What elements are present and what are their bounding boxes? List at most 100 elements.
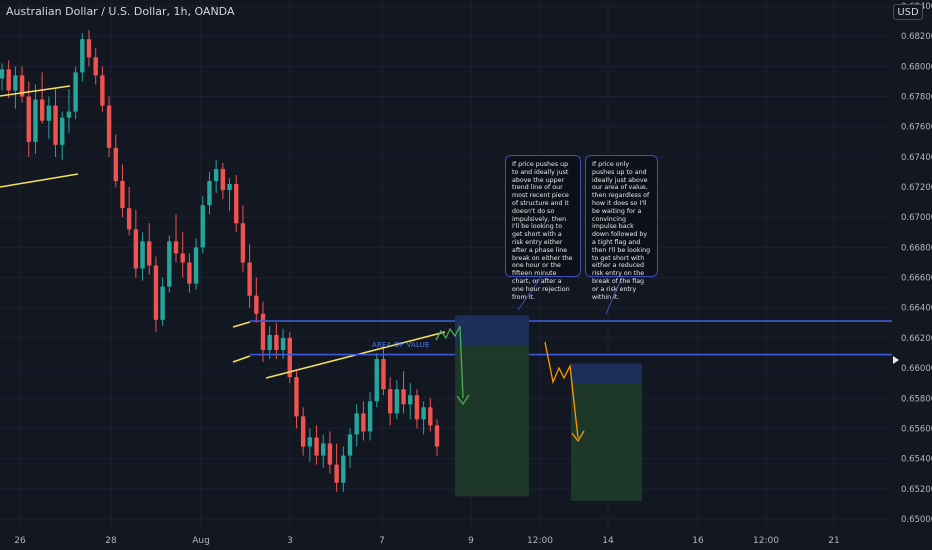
candle-body xyxy=(240,223,246,263)
candle-body xyxy=(100,75,105,106)
candle-body xyxy=(167,241,172,287)
candle-body xyxy=(220,168,226,191)
candle-body xyxy=(106,105,112,148)
x-tick-label: 14 xyxy=(602,536,614,546)
x-tick-label: 28 xyxy=(105,536,117,546)
candle-body xyxy=(260,313,266,350)
projected-path-2 xyxy=(544,341,579,439)
candle-body xyxy=(160,286,165,320)
candle-body xyxy=(187,262,192,284)
x-tick-label: 12:00 xyxy=(527,536,553,546)
callout-scenario-2: If price only pushes up to and ideally j… xyxy=(585,155,658,301)
candle-body xyxy=(180,253,185,263)
price-marker-icon xyxy=(893,356,899,364)
x-tick-label: 3 xyxy=(287,536,293,546)
candle-body xyxy=(113,147,118,182)
candle-body xyxy=(347,434,353,456)
candle-body xyxy=(408,395,413,405)
candle-body xyxy=(428,407,433,426)
x-tick-label: Aug xyxy=(192,536,210,546)
callout-pointer xyxy=(605,276,623,315)
candle-body xyxy=(53,105,58,145)
trend-line xyxy=(232,355,251,363)
candle-body xyxy=(414,395,420,420)
candle-body xyxy=(133,229,139,269)
candle-body xyxy=(287,337,292,378)
candle-body xyxy=(300,416,306,447)
candle-body xyxy=(120,181,125,209)
candle-body xyxy=(321,443,326,456)
target-zone xyxy=(455,345,529,497)
candle-body xyxy=(80,39,85,73)
trend-line xyxy=(232,321,251,328)
candle-body xyxy=(46,105,52,121)
candle-body xyxy=(60,117,65,145)
x-tick-label: 7 xyxy=(379,536,385,546)
candle-body xyxy=(6,69,11,91)
candle-body xyxy=(147,241,152,266)
candle-body xyxy=(200,205,205,248)
x-tick-label: 16 xyxy=(692,536,704,546)
candle-body xyxy=(267,334,272,350)
y-tick-label: 0.65000 xyxy=(901,515,932,525)
candle-body xyxy=(341,455,346,483)
candle-body xyxy=(140,241,145,269)
candle-body xyxy=(381,359,386,390)
candle-body xyxy=(334,464,339,483)
candle-body xyxy=(66,111,72,118)
trend-line xyxy=(0,173,79,188)
candle-body xyxy=(227,184,232,191)
chart-title: Australian Dollar / U.S. Dollar, 1h, OAN… xyxy=(6,5,235,18)
currency-button[interactable]: USD xyxy=(893,4,923,20)
candle-body xyxy=(0,69,5,79)
candle-body xyxy=(434,425,440,447)
candle-body xyxy=(354,413,359,435)
arrow-down-icon xyxy=(456,394,470,406)
candle-body xyxy=(93,57,98,76)
candle-body xyxy=(126,208,132,230)
candle-body xyxy=(314,437,319,456)
candle-body xyxy=(213,168,219,182)
candle-body xyxy=(294,377,299,417)
candle-body xyxy=(26,96,31,142)
candle-body xyxy=(280,337,286,350)
x-tick-label: 12:00 xyxy=(753,536,779,546)
x-tick-label: 9 xyxy=(468,536,474,546)
stop-loss-zone xyxy=(571,363,642,384)
candle-body xyxy=(361,413,366,432)
candle-body xyxy=(13,75,18,91)
candle-body xyxy=(86,39,92,58)
callout-pointer xyxy=(517,276,542,311)
candle-body xyxy=(153,265,159,320)
candle-body xyxy=(387,389,393,414)
callout-scenario-1: If price pushes up to and ideally just a… xyxy=(505,155,581,301)
area-of-value-label: AREA OF VALUE xyxy=(372,341,430,349)
candle-body xyxy=(247,262,252,296)
candle-body xyxy=(274,334,279,350)
candle-body xyxy=(33,99,38,142)
candle-body xyxy=(394,389,400,414)
x-tick-label: 26 xyxy=(14,536,26,546)
candle-body xyxy=(39,99,45,121)
candle-body xyxy=(173,241,179,254)
trend-line xyxy=(0,85,71,97)
candle-body xyxy=(367,401,373,432)
candle-body xyxy=(327,443,333,465)
candle-body xyxy=(207,181,212,206)
candle-body xyxy=(234,184,239,224)
